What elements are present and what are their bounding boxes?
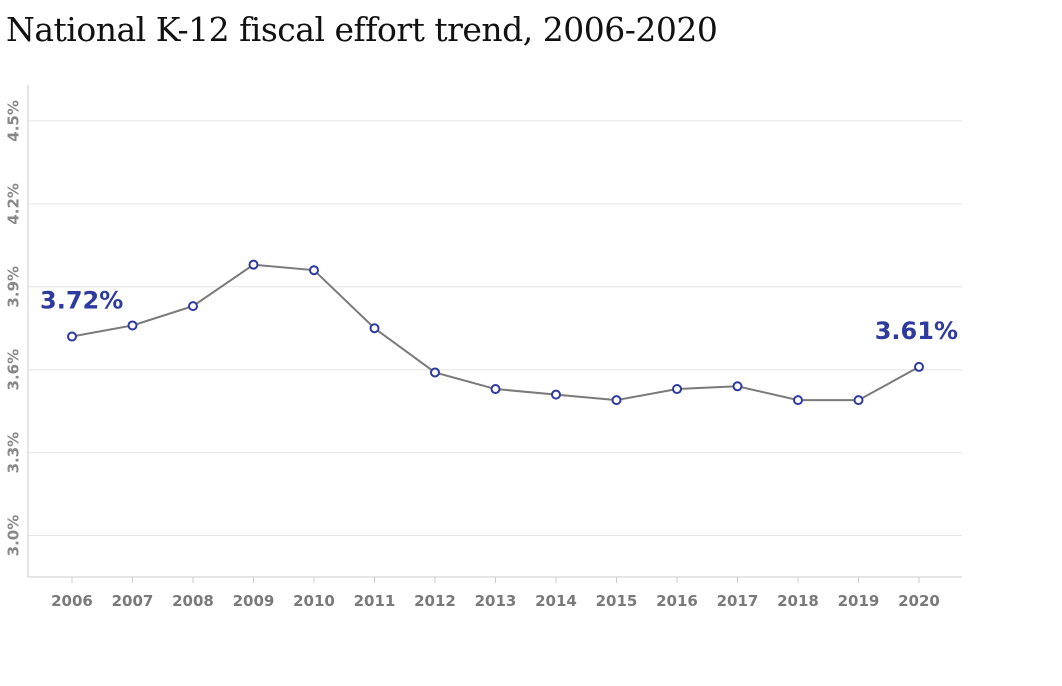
gridlines [28, 120, 962, 537]
annotations: 3.72% 3.61% [40, 287, 958, 345]
x-tick-label: 2016 [656, 592, 698, 610]
y-tick-label: 3.3% [5, 432, 23, 474]
x-tick-label: 2018 [777, 592, 819, 610]
x-tick-label: 2013 [475, 592, 517, 610]
y-tick-label: 3.9% [5, 266, 23, 308]
y-tick-label: 4.5% [5, 100, 23, 142]
annotation-label: 3.72% [40, 287, 123, 315]
data-point [490, 384, 501, 395]
data-point [853, 395, 864, 406]
x-tick-label: 2020 [898, 592, 940, 610]
series-line [71, 263, 920, 402]
y-tick-label: 4.2% [5, 183, 23, 225]
x-tick-label: 2009 [233, 592, 275, 610]
x-tick-label: 2010 [293, 592, 335, 610]
data-point [67, 331, 77, 342]
data-point [430, 367, 440, 378]
data-points [67, 259, 924, 406]
annotation-label: 3.61% [875, 317, 958, 345]
data-point [369, 323, 380, 334]
data-point [793, 395, 803, 406]
y-axis-ticks: 3.0% 3.3% 3.6% 3.9% 4.2% 4.5% [5, 100, 23, 556]
y-tick-label: 3.6% [5, 349, 23, 391]
series-polyline [71, 263, 920, 402]
x-tick-label: 2014 [535, 592, 577, 610]
chart-title: National K-12 fiscal effort trend, 2006-… [6, 10, 718, 49]
data-point [611, 395, 622, 406]
data-point [309, 265, 319, 276]
y-tick-label: 3.0% [5, 515, 23, 557]
x-tick-label: 2019 [838, 592, 880, 610]
x-tick-label: 2008 [172, 592, 214, 610]
data-point [732, 381, 743, 392]
axes [27, 85, 962, 578]
x-tick-label: 2007 [112, 592, 154, 610]
data-point [672, 384, 682, 395]
x-tick-label: 2012 [414, 592, 456, 610]
x-tick-label: 2017 [717, 592, 759, 610]
data-point [551, 389, 561, 400]
x-axis-ticks: 2006 2007 2008 2009 2010 2011 2012 2013 2014 2015… [51, 577, 940, 610]
data-point [188, 301, 198, 312]
x-tick-label: 2015 [596, 592, 638, 610]
x-tick-label: 2006 [51, 592, 93, 610]
data-point [248, 259, 259, 270]
data-point [914, 361, 924, 372]
x-tick-label: 2011 [354, 592, 396, 610]
data-point [127, 320, 138, 331]
